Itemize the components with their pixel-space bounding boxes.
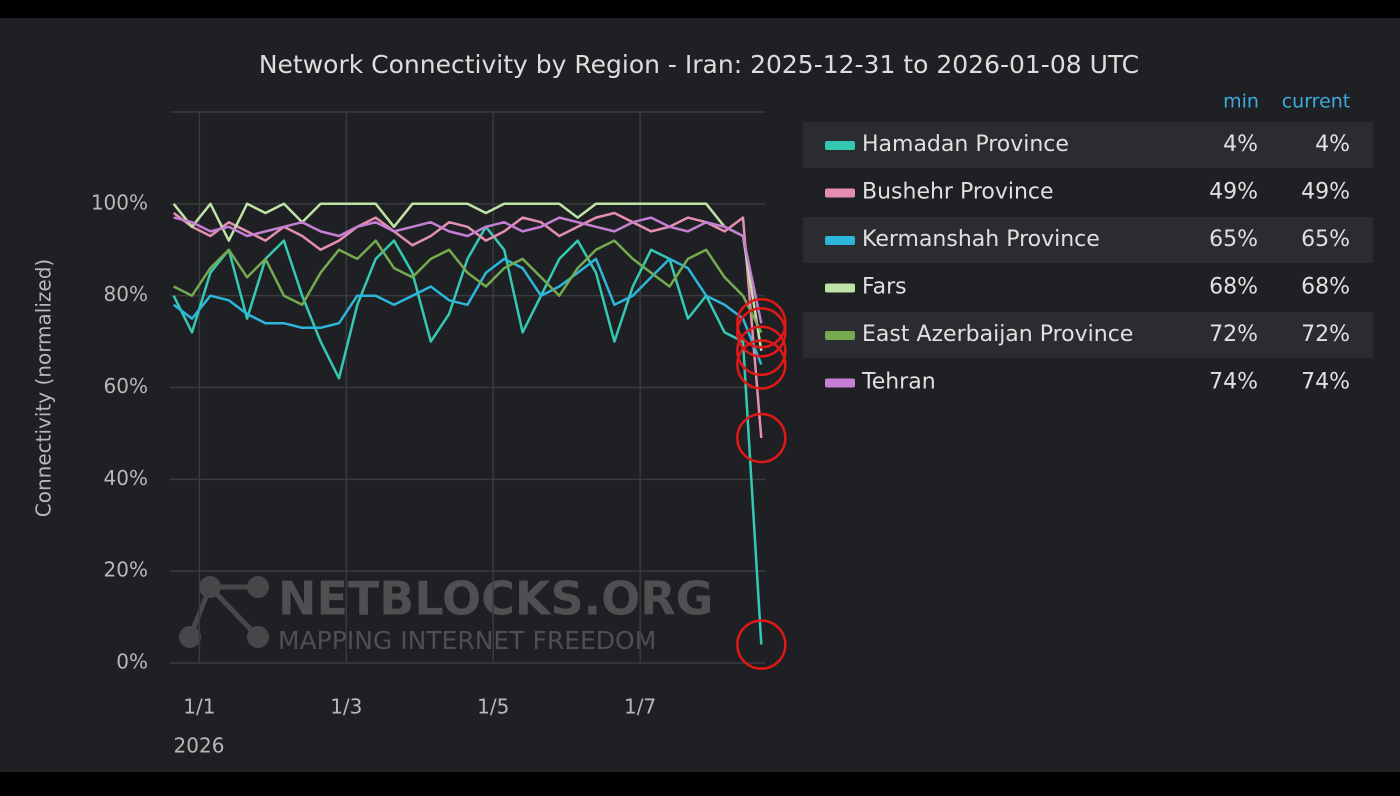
legend-label: Hamadan Province xyxy=(862,132,1069,157)
series-line xyxy=(173,216,763,324)
legend-row-bg xyxy=(803,217,1373,263)
legend-swatch xyxy=(825,331,855,340)
series-line xyxy=(172,211,763,439)
y-tick-label: 80% xyxy=(104,282,148,306)
series-line xyxy=(172,225,763,645)
legend-current: 74% xyxy=(1301,370,1350,395)
legend-min: 74% xyxy=(1209,370,1258,395)
series-line xyxy=(173,239,763,333)
x-tick-label: 1/1 xyxy=(183,695,215,719)
x-sublabel: 2026 xyxy=(174,734,225,758)
y-tick-label: 60% xyxy=(104,374,148,398)
legend-header: current xyxy=(1282,91,1351,113)
legend-label: Tehran xyxy=(861,370,936,395)
legend-current: 65% xyxy=(1301,227,1350,252)
legend-label: Bushehr Province xyxy=(862,180,1054,205)
legend-swatch xyxy=(825,283,855,293)
legend-label: East Azerbaijan Province xyxy=(862,322,1133,347)
legend-min: 72% xyxy=(1209,322,1258,347)
x-tick-label: 1/7 xyxy=(624,695,656,719)
x-tick-label: 1/5 xyxy=(477,695,509,719)
legend-current: 68% xyxy=(1301,275,1350,300)
legend-row-bg xyxy=(803,122,1373,168)
legend-swatch xyxy=(825,141,855,150)
legend-swatch xyxy=(825,188,855,198)
legend-current: 49% xyxy=(1301,180,1350,205)
highlight-circle xyxy=(736,339,787,390)
watermark-title: NETBLOCKS.ORG xyxy=(278,572,713,626)
highlight-circle xyxy=(736,325,787,377)
watermark-logo xyxy=(179,576,269,648)
y-axis-title: Connectivity (normalized) xyxy=(32,259,56,517)
legend-min: 49% xyxy=(1209,180,1258,205)
legend-label: Kermanshah Province xyxy=(862,227,1100,252)
legend-min: 4% xyxy=(1223,132,1258,157)
series-line xyxy=(172,202,763,351)
watermark-subtitle: MAPPING INTERNET FREEDOM xyxy=(278,626,656,655)
legend-current: 4% xyxy=(1315,132,1350,157)
legend-min: 68% xyxy=(1209,275,1258,300)
legend-swatch xyxy=(825,378,855,388)
series-line xyxy=(172,257,763,365)
legend-min: 65% xyxy=(1209,227,1258,252)
highlight-circle xyxy=(736,307,787,358)
highlight-circle xyxy=(736,297,787,349)
legend-label: Fars xyxy=(862,275,907,300)
legend-header: min xyxy=(1223,91,1259,113)
y-tick-label: 100% xyxy=(91,190,148,214)
y-tick-label: 40% xyxy=(104,466,148,490)
legend-swatch xyxy=(825,236,855,245)
chart-title: Network Connectivity by Region - Iran: 2… xyxy=(259,50,1139,79)
y-tick-label: 0% xyxy=(116,650,148,674)
legend-current: 72% xyxy=(1301,322,1350,347)
x-tick-label: 1/3 xyxy=(330,695,362,719)
highlight-circle xyxy=(736,412,787,464)
highlight-circle xyxy=(736,619,787,670)
legend-row-bg xyxy=(803,312,1373,358)
y-tick-label: 20% xyxy=(104,558,148,582)
